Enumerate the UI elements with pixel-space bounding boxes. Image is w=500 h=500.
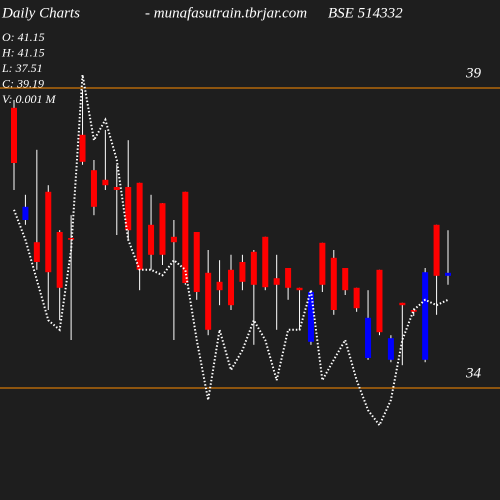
ohlc-info: V: 0.001 M (2, 92, 57, 106)
candle-body (319, 242, 326, 285)
y-tick-label: 39 (465, 65, 482, 81)
chart-subtitle: - munafasutrain.tbrjar.com (145, 5, 307, 21)
ohlc-info: O: 41.15 (2, 30, 45, 44)
candle-body (56, 232, 63, 288)
candle-body (353, 287, 360, 309)
candle-body (90, 170, 97, 207)
candle-body (262, 236, 269, 288)
candle-body (193, 232, 200, 292)
candle-body (205, 272, 212, 330)
y-tick-label: 34 (465, 365, 482, 381)
candle-body (148, 224, 155, 255)
candle-body (387, 338, 394, 360)
candle-body (22, 206, 29, 220)
candle-body (365, 317, 372, 358)
ohlc-info: H: 41.15 (1, 45, 45, 59)
candle-body (113, 187, 120, 190)
ohlc-info: C: 39.19 (2, 76, 44, 90)
candle-body (68, 238, 75, 240)
candle-body (11, 107, 17, 163)
candle-body (433, 224, 440, 276)
candle-body (445, 272, 451, 276)
dotted-line (13, 74, 449, 428)
symbol: BSE 514332 (328, 5, 403, 21)
candle-body (422, 272, 429, 360)
candle-body (136, 182, 143, 270)
candle-body (125, 187, 132, 231)
candle-body (159, 203, 166, 255)
candle-body (182, 191, 189, 283)
chart-title: Daily Charts (1, 5, 80, 21)
candle-body (170, 236, 177, 243)
candle-body (250, 251, 257, 285)
candle-body (296, 287, 303, 291)
candle-body (342, 268, 349, 291)
candle-body (33, 242, 40, 262)
ohlc-info: L: 37.51 (1, 61, 43, 75)
candle-body (79, 134, 86, 162)
candle-body (228, 269, 234, 306)
candle-body (307, 292, 314, 342)
candle-body (216, 281, 223, 291)
candle-body (330, 257, 337, 310)
candle-body (285, 268, 292, 288)
candle-body (45, 191, 52, 273)
candle-body (239, 262, 246, 282)
candle-body (399, 302, 406, 306)
candle-body (410, 310, 417, 312)
candle-body (102, 179, 109, 186)
candle-body (273, 278, 280, 285)
candle-body (376, 269, 383, 333)
